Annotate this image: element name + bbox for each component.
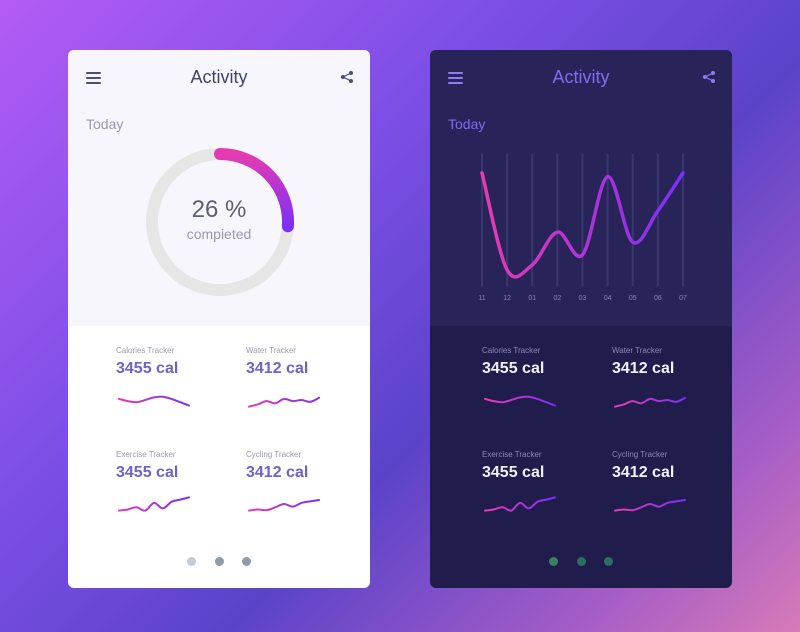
page-dot-1[interactable]: [549, 557, 559, 566]
share-icon[interactable]: [702, 70, 716, 84]
tracker-sparkline: [248, 499, 320, 512]
pagination-dots: [68, 553, 370, 566]
tracker-label: Exercise Tracker: [482, 450, 542, 459]
tracker-label: Calories Tracker: [482, 346, 541, 355]
tracker-value: 3455 cal: [116, 464, 179, 481]
progress-percent: 26 %: [191, 196, 247, 223]
tracker-label: Exercise Tracker: [116, 450, 176, 459]
exercise-tracker-card[interactable]: Exercise Tracker 3455 cal: [482, 450, 602, 550]
page-title: Activity: [190, 67, 248, 87]
dark-activity-screen: Activity Today 11 12 01 02 03 04 05 06 07 Calori…: [430, 50, 732, 588]
section-label-today: Today: [86, 116, 124, 132]
light-activity-screen: Activity Today 26 % compieted Calories T…: [68, 50, 370, 588]
tracker-sparkline: [484, 395, 556, 407]
tracker-label: Calories Tracker: [116, 346, 175, 355]
sparkline-path: [614, 396, 686, 408]
sparkline-path: [118, 496, 190, 512]
x-tick-label: 05: [629, 295, 637, 302]
sparkline-path: [248, 499, 320, 512]
x-tick-label: 07: [679, 295, 687, 302]
sparkline-path: [248, 396, 320, 408]
page-dot-2[interactable]: [214, 557, 224, 566]
tracker-sparkline: [484, 496, 556, 512]
tracker-value: 3455 cal: [116, 360, 179, 377]
today-summary-section: Activity Today 26 % compieted: [68, 50, 370, 326]
sparkline-path: [484, 395, 556, 407]
pagination-dots: [430, 553, 732, 566]
tracker-sparkline: [118, 395, 190, 407]
sparkline-path: [614, 499, 686, 512]
sparkline-path: [118, 395, 190, 407]
x-tick-label: 04: [604, 295, 612, 302]
tracker-value: 3412 cal: [246, 360, 309, 377]
tracker-value: 3412 cal: [246, 464, 309, 481]
page-dot-2[interactable]: [576, 557, 586, 566]
tracker-sparkline: [248, 396, 320, 408]
tracker-value: 3412 cal: [612, 360, 675, 377]
calories-tracker-card[interactable]: Calories Tracker 3455 cal: [482, 346, 602, 446]
tracker-sparkline: [118, 496, 190, 512]
progress-donut-chart: [146, 148, 294, 296]
section-label-today: Today: [448, 116, 486, 132]
cycling-tracker-card[interactable]: Cycling Tracker 3412 cal: [612, 450, 732, 550]
cycling-tracker-card[interactable]: Cycling Tracker 3412 cal: [246, 450, 366, 550]
page-dot-1[interactable]: [187, 557, 197, 566]
activity-line-chart: 11 12 01 02 03 04 05 06 07: [478, 154, 687, 302]
hamburger-menu-icon[interactable]: [86, 72, 101, 84]
progress-caption: compieted: [186, 226, 252, 242]
page-title: Activity: [552, 67, 610, 87]
donut-progress-arc: [214, 148, 294, 233]
page-dot-3[interactable]: [241, 557, 251, 566]
x-tick-label: 01: [528, 295, 536, 302]
x-tick-label: 11: [478, 295, 485, 302]
tracker-label: Cycling Tracker: [246, 450, 302, 459]
exercise-tracker-card[interactable]: Exercise Tracker 3455 cal: [116, 450, 236, 550]
hamburger-menu-icon[interactable]: [448, 72, 463, 84]
tracker-value: 3455 cal: [482, 464, 545, 481]
tracker-value: 3412 cal: [612, 464, 675, 481]
water-tracker-card[interactable]: Water Tracker 3412 cal: [246, 346, 366, 446]
x-tick-label: 12: [503, 295, 511, 302]
share-icon[interactable]: [340, 70, 354, 84]
tracker-sparkline: [614, 499, 686, 512]
x-tick-label: 03: [579, 295, 587, 302]
x-tick-label: 06: [654, 295, 662, 302]
tracker-value: 3455 cal: [482, 360, 545, 377]
x-tick-label: 02: [553, 295, 561, 302]
today-chart-section: Activity Today 11 12 01 02 03 04 05 06 07: [430, 50, 732, 326]
tracker-sparkline: [614, 396, 686, 408]
app-bar: Activity: [430, 50, 732, 106]
calories-tracker-card[interactable]: Calories Tracker 3455 cal: [116, 346, 236, 446]
tracker-label: Water Tracker: [246, 346, 296, 355]
page-dot-3[interactable]: [603, 557, 613, 566]
app-bar: Activity: [68, 50, 370, 106]
series-line: [480, 171, 685, 279]
sparkline-path: [484, 496, 556, 512]
tracker-label: Cycling Tracker: [612, 450, 668, 459]
tracker-label: Water Tracker: [612, 346, 662, 355]
water-tracker-card[interactable]: Water Tracker 3412 cal: [612, 346, 732, 446]
